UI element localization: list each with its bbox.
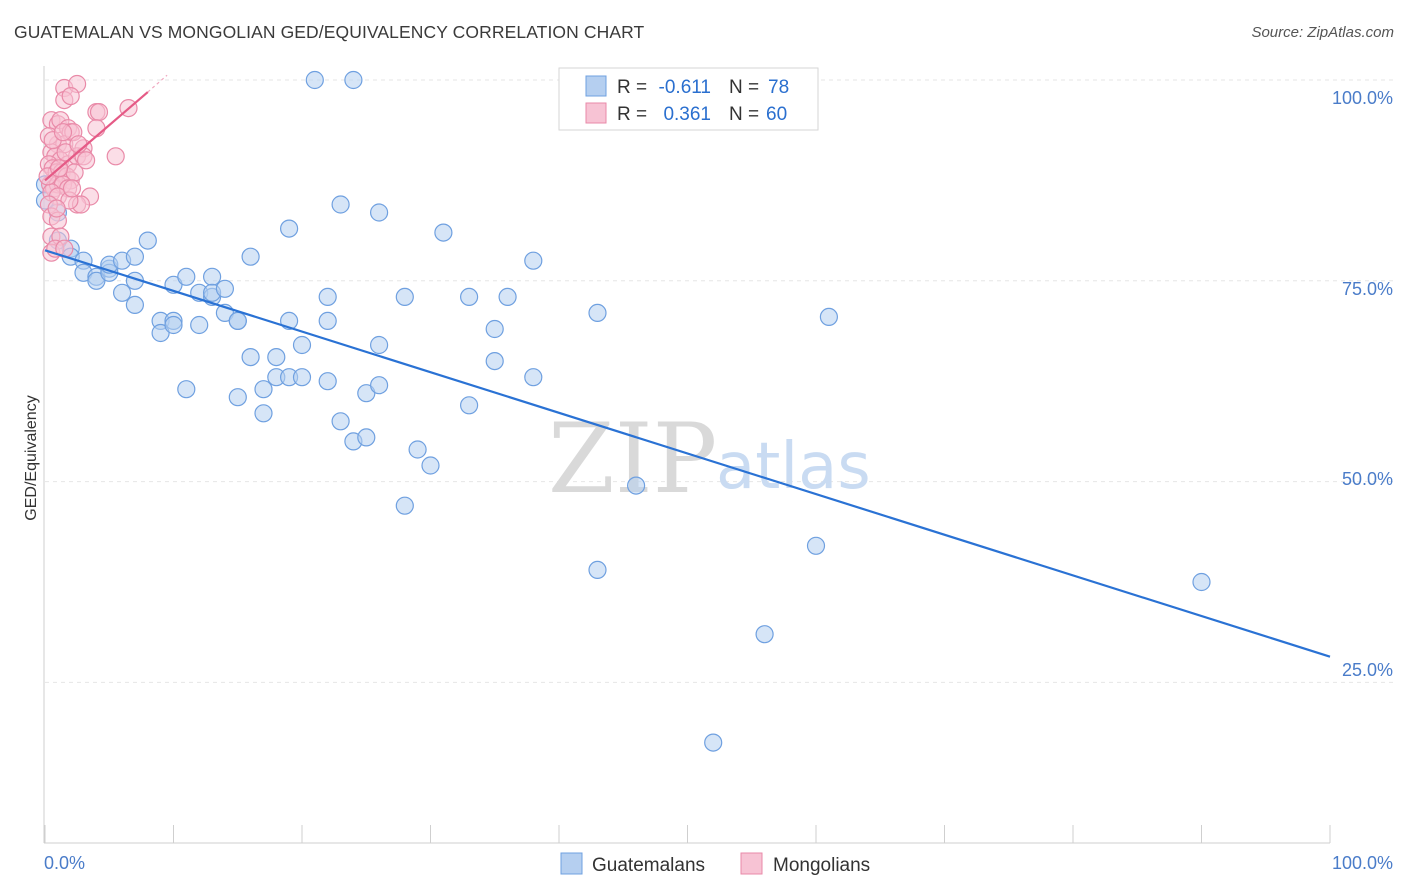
data-point bbox=[395, 287, 414, 306]
y-tick-label: 50.0% bbox=[1342, 469, 1393, 489]
series-legend-swatch-guatemalans bbox=[560, 852, 583, 875]
y-tick-label: 75.0% bbox=[1342, 279, 1393, 299]
series-legend-label-guatemalans: Guatemalans bbox=[592, 855, 705, 876]
series-mongolians-points bbox=[38, 74, 138, 262]
data-point bbox=[241, 247, 260, 266]
data-point bbox=[215, 279, 234, 298]
data-point bbox=[76, 151, 96, 170]
legend-n-label: N = bbox=[729, 104, 759, 125]
data-point bbox=[1192, 572, 1211, 592]
trend-line-extension bbox=[147, 74, 168, 93]
data-point bbox=[704, 733, 723, 752]
watermark-zip: ZIP bbox=[548, 403, 717, 515]
gridlines bbox=[45, 79, 1393, 683]
data-point bbox=[460, 396, 479, 415]
series-legend: Guatemalans Mongolians bbox=[560, 852, 870, 876]
data-point bbox=[254, 380, 273, 399]
data-point bbox=[588, 560, 607, 580]
legend-n-label: N = bbox=[729, 77, 759, 98]
data-point bbox=[106, 147, 125, 166]
data-point bbox=[53, 123, 73, 142]
data-point bbox=[89, 102, 109, 122]
data-point bbox=[370, 335, 389, 355]
data-point bbox=[164, 315, 183, 335]
data-point bbox=[344, 70, 363, 90]
correlation-legend: R = -0.611 N = 78 R = 0.361 N = 60 bbox=[558, 67, 819, 131]
data-point bbox=[112, 283, 132, 302]
trend-line bbox=[44, 91, 149, 182]
data-point bbox=[305, 70, 324, 90]
series-legend-label-mongolians: Mongolians bbox=[773, 855, 870, 876]
data-point bbox=[498, 287, 517, 306]
legend-r-value: -0.611 bbox=[659, 77, 711, 98]
data-point bbox=[370, 203, 389, 222]
data-point bbox=[434, 223, 453, 242]
data-point bbox=[588, 303, 607, 322]
data-point bbox=[318, 311, 337, 330]
y-tick-label: 100.0% bbox=[1332, 88, 1393, 108]
data-point bbox=[254, 404, 273, 423]
data-point bbox=[331, 412, 350, 431]
data-point bbox=[292, 335, 312, 355]
watermark-atlas: atlas bbox=[716, 430, 871, 504]
legend-n-value: 60 bbox=[766, 104, 787, 125]
data-point bbox=[626, 476, 646, 495]
source-label: Source: ZipAtlas.com bbox=[1251, 24, 1394, 41]
trend-line bbox=[44, 249, 1331, 658]
data-point bbox=[524, 368, 543, 387]
data-point bbox=[819, 307, 839, 326]
data-point bbox=[203, 267, 222, 286]
data-point bbox=[806, 536, 826, 555]
y-axis-label: GED/Equivalency bbox=[23, 395, 40, 520]
chart-title: GUATEMALAN VS MONGOLIAN GED/EQUIVALENCY … bbox=[14, 22, 645, 42]
data-point bbox=[524, 251, 543, 270]
data-point bbox=[318, 287, 337, 306]
data-point bbox=[318, 372, 337, 391]
data-point bbox=[138, 231, 157, 250]
data-point bbox=[280, 219, 299, 238]
data-point bbox=[125, 247, 144, 266]
legend-swatch-guatemalans bbox=[585, 75, 607, 97]
data-point bbox=[177, 380, 196, 399]
data-point bbox=[177, 267, 196, 286]
series-legend-swatch-mongolians bbox=[740, 852, 763, 875]
data-point bbox=[485, 352, 504, 371]
data-point bbox=[267, 348, 286, 367]
x-tick-label-right: 100.0% bbox=[1332, 853, 1393, 873]
data-point bbox=[485, 319, 504, 339]
data-point bbox=[460, 287, 479, 306]
data-point bbox=[370, 376, 389, 395]
data-point bbox=[357, 428, 376, 447]
data-point bbox=[61, 86, 80, 106]
data-point bbox=[87, 119, 106, 138]
trend-lines bbox=[44, 74, 1331, 658]
data-point bbox=[395, 496, 414, 515]
data-point bbox=[190, 315, 209, 335]
data-point bbox=[228, 311, 247, 330]
legend-r-value: 0.361 bbox=[663, 104, 711, 125]
data-point bbox=[755, 625, 774, 644]
data-point bbox=[408, 440, 427, 459]
legend-n-value: 78 bbox=[768, 77, 789, 98]
x-tick-label-left: 0.0% bbox=[44, 853, 85, 873]
data-point bbox=[151, 323, 170, 343]
legend-r-label: R = bbox=[617, 77, 647, 98]
legend-swatch-mongolians bbox=[585, 102, 607, 124]
legend-r-label: R = bbox=[617, 104, 647, 125]
data-point bbox=[241, 348, 260, 367]
y-tick-label: 25.0% bbox=[1342, 660, 1393, 680]
data-point bbox=[421, 456, 440, 475]
data-point bbox=[47, 199, 66, 218]
data-point bbox=[228, 388, 247, 407]
data-point bbox=[125, 295, 144, 314]
series-guatemalans-points bbox=[35, 70, 1211, 752]
data-point bbox=[87, 271, 106, 290]
data-point bbox=[62, 179, 82, 198]
data-point bbox=[292, 368, 312, 387]
axes bbox=[43, 66, 1331, 844]
data-point bbox=[331, 195, 350, 214]
